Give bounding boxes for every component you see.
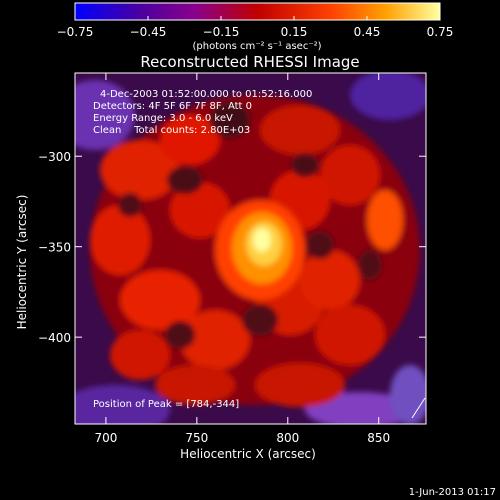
x-tick-label: 700 [94,431,117,445]
annotation-clean: Clean Total counts: 2.80E+03 [93,125,250,136]
heatmap [75,73,426,424]
x-axis-title: Heliocentric X (arcsec) [180,447,316,461]
chart-title: Reconstructed RHESSI Image [140,53,359,71]
colorbar-ticks: −0.75 −0.45 −0.15 0.15 0.45 0.75 [57,16,454,39]
axis-ticks: 700 750 800 850 −300 −350 −400 [38,73,426,445]
colorbar-tick-label: 0.75 [427,25,454,39]
footer-date: 1-Jun-2013 01:17 [409,487,496,498]
annotation-time-range: 4-Dec-2003 01:52:00.000 to 01:52:16.000 [100,89,312,100]
colorbar-tick-label: 0.45 [354,25,381,39]
y-tick-label: −300 [38,150,71,164]
y-tick-label: −400 [38,331,71,345]
colorbar-tick-label: 0.15 [281,25,308,39]
x-tick-label: 850 [367,431,390,445]
y-axis-title: Heliocentric Y (arcsec) [15,195,29,330]
plot-frame [74,72,427,425]
y-tick-label: −350 [38,241,71,255]
x-tick-label: 750 [185,431,208,445]
annotation-detectors: Detectors: 4F 5F 6F 7F 8F, Att 0 [93,101,252,112]
annotation-peak-position: Position of Peak = [784,-344] [93,399,239,410]
colorbar-tick-label: −0.15 [203,25,240,39]
colorbar-tick-label: −0.45 [130,25,167,39]
colorbar-units: (photons cm⁻² s⁻¹ asec⁻²) [192,41,321,52]
x-tick-label: 800 [276,431,299,445]
annotation-energy: Energy Range: 3.0 - 6.0 keV [93,113,233,124]
colorbar-tick-label: −0.75 [57,25,94,39]
colorbar [74,2,441,21]
